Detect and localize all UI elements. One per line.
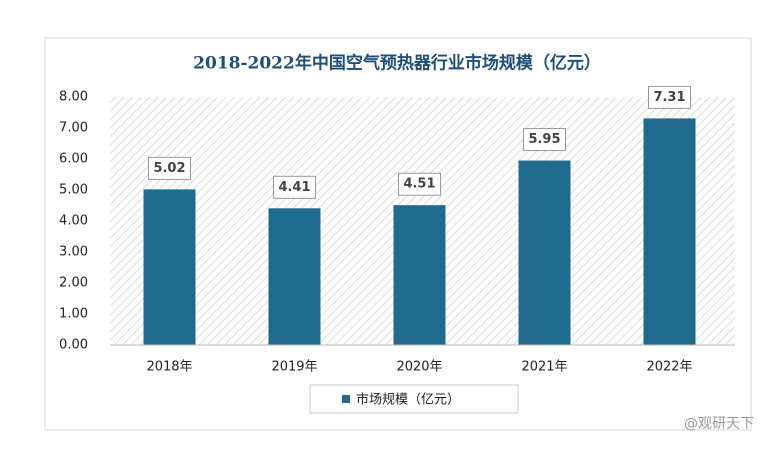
y-tick-label: 7.00 xyxy=(59,121,88,136)
x-tick-label: 2022年 xyxy=(646,360,692,375)
value-label-box xyxy=(523,128,566,152)
y-tick-label: 0.00 xyxy=(59,338,88,353)
x-tick-label: 2021年 xyxy=(521,360,567,375)
y-tick-label: 3.00 xyxy=(59,245,88,260)
bar xyxy=(393,205,446,345)
value-label-box xyxy=(273,175,316,199)
value-label-box xyxy=(398,172,441,196)
x-tick-label: 2018年 xyxy=(146,360,192,375)
bar xyxy=(143,189,196,345)
watermark: @观研天下 xyxy=(684,416,754,432)
bar xyxy=(268,208,321,345)
y-tick-label: 6.00 xyxy=(59,152,88,167)
bar xyxy=(518,160,571,345)
y-tick-label: 5.00 xyxy=(59,183,88,198)
value-label: 4.51 xyxy=(403,177,435,192)
value-label: 5.95 xyxy=(528,132,560,147)
legend-label: 市场规模（亿元） xyxy=(356,392,460,408)
value-label: 7.31 xyxy=(653,90,685,105)
chart-title: 2018-2022年中国空气预热器行业市场规模（亿元） xyxy=(193,53,601,74)
y-tick-label: 4.00 xyxy=(59,214,88,229)
value-label-box xyxy=(648,85,691,109)
y-tick-label: 8.00 xyxy=(59,90,88,105)
x-tick-label: 2019年 xyxy=(271,360,317,375)
value-label-box xyxy=(148,156,191,180)
y-tick-label: 2.00 xyxy=(59,276,88,291)
bar xyxy=(643,118,696,345)
legend-swatch xyxy=(342,395,350,403)
value-label: 5.02 xyxy=(153,161,185,176)
y-tick-label: 1.00 xyxy=(59,307,88,322)
value-label: 4.41 xyxy=(278,180,310,195)
x-tick-label: 2020年 xyxy=(396,360,442,375)
